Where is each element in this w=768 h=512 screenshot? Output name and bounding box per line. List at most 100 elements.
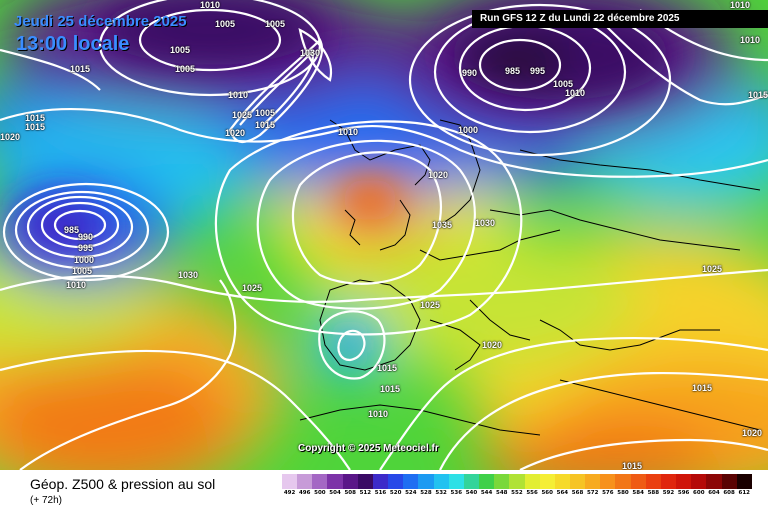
scale-label: 508	[344, 490, 356, 496]
isobar-label: 1025	[420, 300, 441, 310]
scale-swatch	[645, 474, 661, 489]
legend-footer: Géop. Z500 & pression au sol (+ 72h) 492…	[0, 470, 768, 512]
scale-label: 504	[329, 490, 341, 496]
isobar-label: 1000	[458, 125, 479, 135]
isobar-label: 1005	[175, 64, 196, 74]
scale-swatch	[297, 474, 313, 489]
coastlines	[299, 119, 761, 436]
scale-label: 540	[465, 490, 478, 496]
scale-swatch	[615, 474, 631, 489]
copyright-notice: Copyright © 2025 Meteociel.fr	[298, 443, 439, 454]
isobar-label: 1030	[178, 270, 199, 280]
scale-label: 580	[617, 490, 629, 496]
scale-label: 532	[435, 490, 447, 496]
scale-swatch	[691, 474, 707, 489]
forecast-date: Jeudi 25 décembre 2025	[14, 13, 187, 30]
isobar-label: 1030	[475, 218, 496, 228]
isobar-label: 1015	[622, 461, 643, 470]
scale-swatch	[600, 474, 616, 489]
scale-swatch	[630, 474, 646, 489]
scale-swatch	[721, 474, 737, 489]
isobar-label: 1005	[255, 108, 276, 118]
isobar-label: 1010	[200, 0, 221, 10]
scale-swatch	[372, 474, 389, 489]
scale-swatch	[463, 474, 480, 489]
scale-label: 572	[586, 490, 599, 496]
scale-swatch	[433, 474, 449, 489]
isobar-label: 1010	[368, 409, 389, 419]
scale-label: 536	[450, 490, 463, 496]
isobar-label: 1010	[730, 0, 751, 10]
scale-label: 592	[662, 490, 675, 496]
scale-label: 608	[723, 490, 735, 496]
scale-swatch	[388, 474, 404, 489]
forecast-time: 13:00 locale	[16, 33, 130, 55]
scale-swatch	[706, 474, 722, 489]
scale-swatch	[736, 474, 752, 489]
isobar-label: 1025	[232, 110, 253, 120]
scale-label: 512	[359, 490, 372, 496]
isobar-label: 990	[462, 68, 478, 78]
scale-label: 496	[298, 490, 311, 496]
isobar-label: 1020	[0, 132, 21, 142]
scale-label: 520	[389, 490, 402, 496]
scale-label: 604	[708, 490, 720, 496]
map-canvas	[0, 0, 768, 470]
isobar-label: 990	[78, 232, 94, 242]
scale-swatch	[676, 474, 692, 489]
isobar-label: 1020	[428, 170, 449, 180]
geopotential-color-scale	[282, 474, 752, 489]
geopotential-scale-labels: 492 496 500 504 508 512 516 520 524 528 532 536 540 5…	[282, 490, 752, 496]
scale-label: 564	[556, 490, 569, 496]
isobar-lines	[0, 0, 768, 470]
scale-label: 584	[632, 490, 644, 496]
scale-swatch	[448, 474, 464, 489]
scale-swatch	[554, 474, 570, 489]
isobar-label: 995	[530, 66, 546, 76]
scale-label: 576	[602, 490, 614, 496]
isobar-label: 1010	[565, 88, 586, 98]
scale-swatch	[494, 474, 510, 489]
isobar-label: 1005	[553, 79, 574, 89]
scale-label: 556	[526, 490, 538, 496]
isobar-label: 1010	[66, 280, 87, 290]
scale-swatch	[282, 474, 298, 489]
isobar-label: 1015	[25, 122, 46, 132]
isobar-label: 1015	[377, 363, 398, 373]
isobar-label: 1015	[692, 383, 713, 393]
map-title: Géop. Z500 & pression au sol	[30, 476, 216, 492]
scale-swatch	[312, 474, 328, 489]
scale-label: 516	[374, 490, 387, 496]
scale-swatch	[585, 474, 601, 489]
isobar-label: 1015	[25, 113, 46, 123]
forecast-range: (+ 72h)	[30, 495, 62, 506]
isobar-label: 1020	[225, 128, 246, 138]
isobar-label: 1015	[255, 120, 276, 130]
isobar-label: 1020	[482, 340, 503, 350]
scale-label: 544	[480, 490, 493, 496]
scale-swatch	[418, 474, 434, 489]
isobar-label: 1020	[742, 428, 763, 438]
isobar-label: 1025	[702, 264, 723, 274]
isobar-label: 1005	[72, 266, 93, 276]
isobar-label: 1035	[432, 220, 453, 230]
scale-label: 612	[738, 490, 750, 496]
weather-map: 1010 1005 1005 1005 1005 1015 1010 1030 1025 1020…	[0, 0, 768, 470]
scale-label: 588	[647, 490, 660, 496]
isobar-label: 1005	[265, 19, 286, 29]
scale-swatch	[539, 474, 555, 489]
isobar-label: 1025	[242, 283, 263, 293]
isobar-label: 1000	[74, 255, 95, 265]
isobar-label: 1015	[70, 64, 91, 74]
isobar-label: 1010	[338, 127, 359, 137]
scale-label: 500	[314, 490, 326, 496]
scale-label: 524	[405, 490, 417, 496]
scale-swatch	[660, 474, 677, 489]
scale-swatch	[479, 474, 495, 489]
scale-label: 568	[571, 490, 584, 496]
scale-swatch	[509, 474, 525, 489]
scale-label: 600	[693, 490, 705, 496]
scale-swatch	[342, 474, 358, 489]
isobar-label: 985	[64, 225, 80, 235]
scale-swatch	[403, 474, 419, 489]
